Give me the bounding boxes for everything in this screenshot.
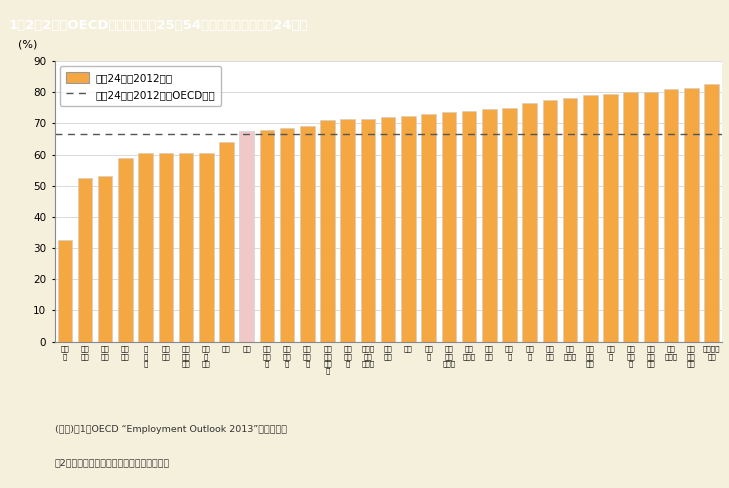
Bar (300, 126, 315, 342)
Text: (%): (%) (18, 40, 37, 50)
Bar (604, 94, 617, 342)
Bar (361, 119, 375, 342)
Bar (199, 153, 214, 342)
Bar (159, 153, 173, 342)
Bar (58, 240, 72, 342)
Text: 2．就業率は「就業者数／人口」で計算。: 2．就業率は「就業者数／人口」で計算。 (55, 459, 170, 468)
Bar (623, 92, 638, 342)
Bar (563, 99, 577, 342)
Bar (684, 87, 698, 342)
Bar (381, 117, 395, 342)
Bar (461, 111, 476, 342)
Bar (401, 116, 416, 342)
Bar (139, 153, 153, 342)
Bar (78, 178, 93, 342)
Bar (320, 120, 335, 342)
Bar (421, 114, 436, 342)
Legend: 平成24年（2012年）, 平成24年（2012年）OECD平均: 平成24年（2012年）, 平成24年（2012年）OECD平均 (60, 66, 222, 106)
Bar (502, 108, 517, 342)
Text: (備考)　1．OECD “Employment Outlook 2013”より作成。: (備考) 1．OECD “Employment Outlook 2013”より作… (55, 425, 286, 433)
Bar (219, 142, 234, 342)
Bar (260, 130, 274, 342)
Bar (482, 109, 496, 342)
Bar (118, 158, 133, 342)
Bar (340, 119, 355, 342)
Bar (523, 103, 537, 342)
Bar (280, 128, 295, 342)
Bar (179, 153, 193, 342)
Bar (664, 89, 679, 342)
Bar (442, 112, 456, 342)
Bar (644, 92, 658, 342)
Text: 1－2－2図　OECD諸国の女性（25～54歳）の就業率（平成24年）: 1－2－2図 OECD諸国の女性（25～54歳）の就業率（平成24年） (9, 19, 308, 32)
Bar (98, 176, 112, 342)
Bar (583, 95, 598, 342)
Bar (542, 100, 557, 342)
Bar (704, 84, 719, 342)
Bar (239, 131, 254, 342)
